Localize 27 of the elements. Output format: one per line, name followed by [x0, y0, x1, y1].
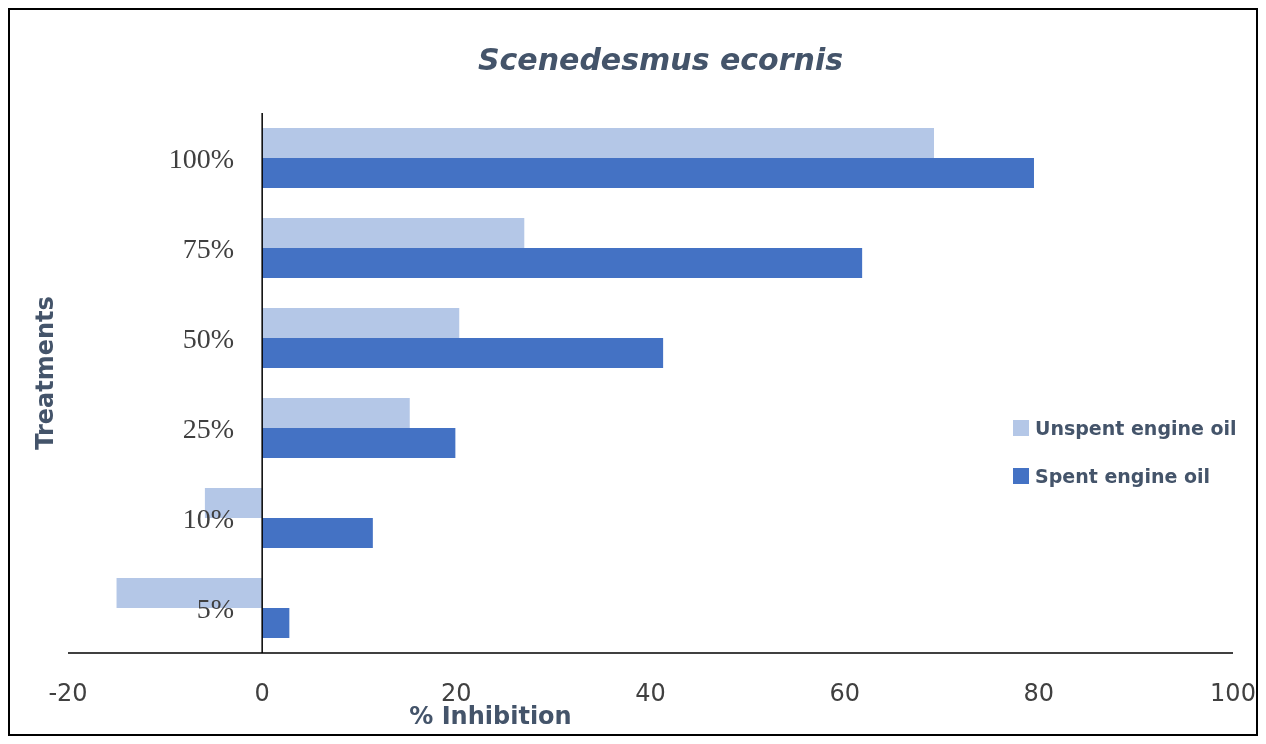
- legend-label: Unspent engine oil: [1035, 417, 1237, 439]
- bar: [262, 158, 1034, 188]
- bar: [262, 398, 410, 428]
- y-tick-label: 50%: [182, 323, 234, 354]
- x-tick-label: -20: [48, 679, 88, 707]
- bar: [262, 518, 373, 548]
- x-tick-label: 0: [254, 679, 270, 707]
- y-axis-title: Treatments: [31, 296, 59, 450]
- bar: [262, 128, 934, 158]
- x-tick-label: 60: [829, 679, 860, 707]
- bar: [262, 608, 290, 638]
- x-tick-label: 80: [1023, 679, 1055, 707]
- bar: [262, 248, 863, 278]
- bar: [262, 428, 456, 458]
- x-axis-title: % Inhibition: [409, 702, 572, 730]
- chart-title: Scenedesmus ecornis: [477, 42, 844, 77]
- x-tick-label: 40: [635, 679, 666, 707]
- y-tick-label: 10%: [182, 503, 234, 534]
- y-tick-label: 75%: [182, 233, 234, 264]
- y-tick-label: 25%: [182, 413, 234, 444]
- bar: [262, 218, 525, 248]
- legend-label: Spent engine oil: [1035, 465, 1211, 487]
- bar: [262, 338, 664, 368]
- y-tick-label: 100%: [168, 143, 234, 174]
- x-tick-label: 100: [1210, 679, 1256, 707]
- y-tick-label: 5%: [196, 593, 234, 624]
- bar: [262, 308, 460, 338]
